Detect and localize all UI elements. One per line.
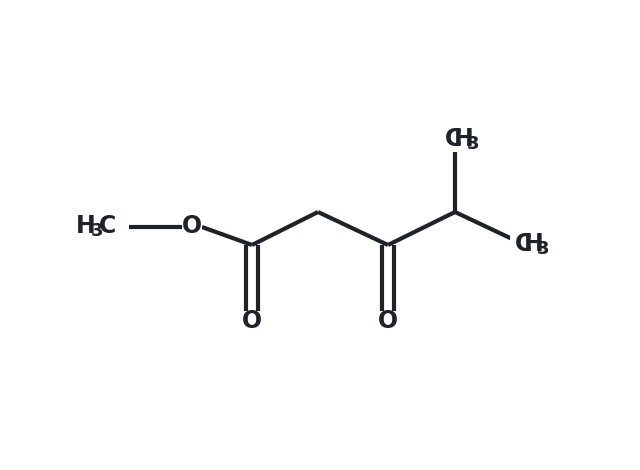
Text: C: C [99,214,116,238]
Text: O: O [182,214,202,238]
Text: H: H [524,232,544,256]
Bar [378,311,398,333]
Bar [510,233,562,257]
Bar [440,128,492,152]
Bar [68,215,128,239]
Text: 3: 3 [91,222,103,240]
Text: 3: 3 [537,240,549,258]
Text: C: C [515,232,532,256]
Text: 3: 3 [467,135,479,153]
Text: O: O [242,309,262,333]
Text: H: H [454,127,474,151]
Text: O: O [378,309,398,333]
Text: H: H [76,214,96,238]
Bar [182,216,202,238]
Text: C: C [444,127,461,151]
Bar [242,311,262,333]
